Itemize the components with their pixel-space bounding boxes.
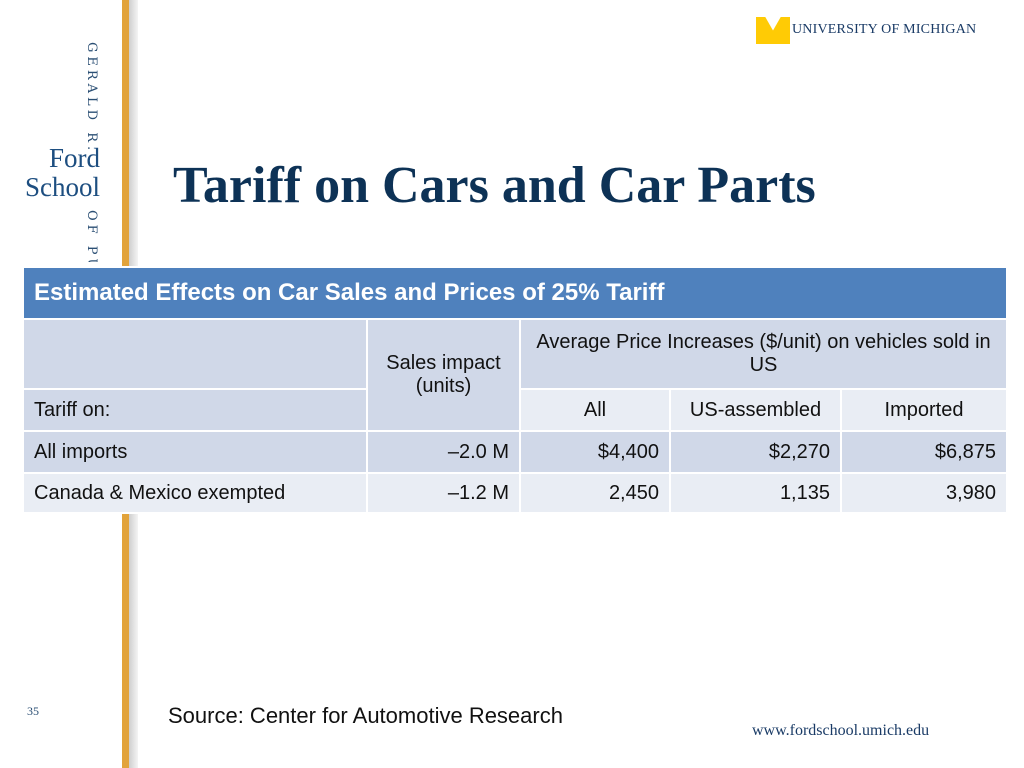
table-row: Canada & Mexico exempted –1.2 M 2,450 1,… [22, 472, 1009, 514]
university-of-michigan-logo: UNIVERSITY OF MICHIGAN [756, 15, 976, 45]
price-imported-cell: $6,875 [839, 430, 1009, 474]
table-caption: Estimated Effects on Car Sales and Price… [21, 266, 1009, 320]
tariff-on-header: Tariff on: [22, 388, 368, 432]
price-imported-cell: 3,980 [839, 472, 1009, 514]
block-m-icon [756, 16, 790, 44]
row-label: Canada & Mexico exempted [22, 472, 368, 514]
website-url: www.fordschool.umich.edu [752, 722, 930, 739]
column-header-us-assembled: US-assembled [669, 388, 842, 432]
page-number: 35 [27, 704, 39, 718]
price-all-cell: 2,450 [519, 472, 671, 514]
header-empty-cell [22, 318, 368, 390]
price-increase-header: Average Price Increases ($/unit) on vehi… [518, 318, 1009, 390]
ford-school-logo: Ford School [25, 144, 100, 202]
tariff-effects-table: Estimated Effects on Car Sales and Price… [21, 266, 1009, 514]
column-header-imported: Imported [839, 388, 1009, 432]
table-row: All imports –2.0 M $4,400 $2,270 $6,875 [22, 430, 1009, 474]
logo-line-school: School [24, 172, 100, 202]
logo-line-ford: Ford [48, 143, 100, 173]
sales-impact-cell: –2.0 M [366, 430, 521, 474]
sales-impact-cell: –1.2 M [366, 472, 521, 514]
price-us-assembled-cell: 1,135 [669, 472, 842, 514]
price-us-assembled-cell: $2,270 [669, 430, 842, 474]
price-all-cell: $4,400 [519, 430, 671, 474]
row-label: All imports [22, 430, 368, 474]
slide-title: Tariff on Cars and Car Parts [173, 157, 816, 214]
gerald-r-vertical-text: GERALD R. [84, 42, 99, 155]
column-header-all: All [519, 388, 671, 432]
of-public-vertical-text: OF PU [84, 210, 99, 262]
source-note: Source: Center for Automotive Research [168, 703, 563, 728]
university-name: UNIVERSITY OF MICHIGAN [792, 22, 977, 37]
sales-impact-header: Sales impact (units) [366, 318, 521, 432]
